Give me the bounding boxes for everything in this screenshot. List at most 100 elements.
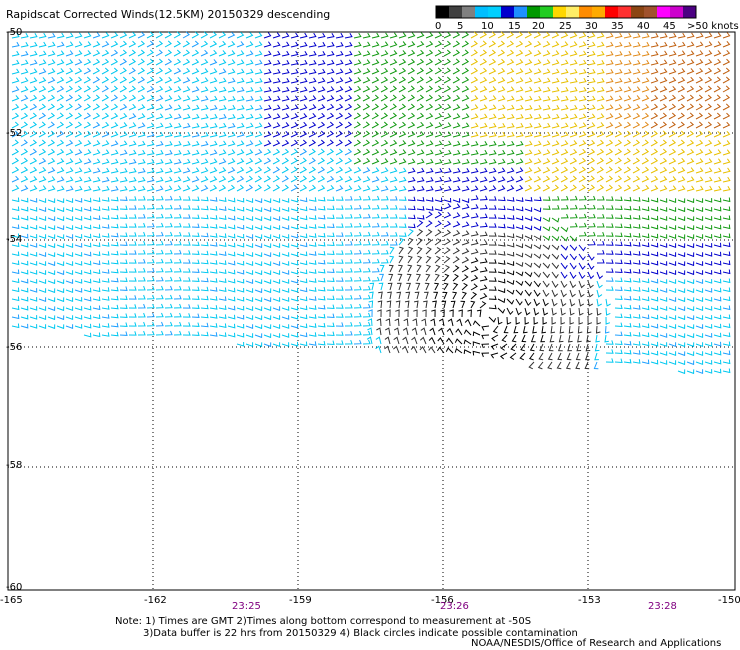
wind-barb bbox=[299, 287, 308, 293]
wind-barb bbox=[47, 41, 56, 48]
wind-barb bbox=[389, 112, 398, 120]
wind-barb bbox=[227, 323, 236, 329]
wind-barb bbox=[659, 198, 668, 203]
wind-barb bbox=[713, 176, 722, 183]
wind-barb bbox=[713, 251, 722, 257]
wind-barb bbox=[119, 313, 128, 318]
wind-barb bbox=[398, 205, 407, 210]
wind-barb bbox=[173, 113, 182, 120]
wind-barb bbox=[443, 158, 452, 165]
wind-barb bbox=[101, 233, 110, 238]
wind-barb bbox=[47, 306, 56, 312]
wind-barb bbox=[403, 318, 409, 327]
wind-barb bbox=[65, 148, 74, 156]
wind-barb bbox=[614, 175, 623, 183]
wind-barb bbox=[200, 331, 209, 337]
wind-barb bbox=[371, 50, 380, 57]
wind-barb bbox=[506, 242, 515, 248]
wind-barb bbox=[443, 40, 452, 48]
wind-barb bbox=[11, 148, 20, 156]
wind-barb bbox=[479, 131, 488, 138]
wind-barb bbox=[254, 198, 263, 204]
wind-barb bbox=[614, 184, 623, 192]
wind-barb bbox=[56, 139, 65, 147]
wind-barb bbox=[29, 50, 38, 57]
wind-barb bbox=[272, 50, 281, 57]
wind-barb bbox=[390, 214, 398, 219]
wind-barb bbox=[623, 196, 632, 202]
wind-barb bbox=[137, 276, 146, 282]
wind-barb bbox=[272, 95, 281, 102]
wind-barb bbox=[65, 112, 74, 120]
wind-barb bbox=[533, 131, 542, 138]
wind-barb bbox=[65, 158, 74, 165]
wind-barb bbox=[569, 307, 575, 316]
wind-barb bbox=[173, 321, 182, 327]
wind-barb bbox=[65, 324, 74, 330]
wind-barb bbox=[128, 140, 137, 147]
wind-barb bbox=[461, 185, 470, 192]
wind-barb bbox=[92, 215, 101, 221]
wind-barb bbox=[650, 341, 659, 347]
wind-barb bbox=[398, 140, 407, 147]
wind-barb bbox=[74, 252, 83, 257]
wind-barb bbox=[182, 205, 191, 210]
wind-barb bbox=[128, 103, 137, 111]
wind-barb bbox=[380, 249, 389, 255]
wind-barb bbox=[11, 157, 20, 165]
wind-barb bbox=[326, 304, 335, 310]
wind-barb bbox=[614, 322, 623, 328]
wind-barb bbox=[254, 50, 263, 57]
wind-barb bbox=[92, 103, 101, 111]
wind-barb bbox=[695, 32, 704, 39]
wind-barb bbox=[146, 94, 155, 102]
wind-barb bbox=[56, 207, 65, 213]
wind-barb bbox=[461, 167, 470, 174]
wind-barb bbox=[490, 343, 499, 350]
wind-barb bbox=[578, 104, 587, 111]
wind-barb bbox=[385, 318, 391, 327]
wind-barb bbox=[317, 86, 326, 93]
wind-barb bbox=[146, 240, 155, 246]
wind-barb bbox=[353, 121, 361, 129]
wind-barb bbox=[533, 122, 542, 129]
legend-swatch bbox=[644, 6, 658, 18]
wind-barb bbox=[695, 112, 704, 120]
wind-barb bbox=[110, 112, 119, 120]
wind-barb bbox=[398, 196, 407, 201]
wind-barb bbox=[254, 122, 263, 129]
wind-barb bbox=[290, 260, 299, 266]
wind-barb bbox=[272, 216, 281, 222]
wind-barb bbox=[389, 41, 398, 48]
wind-barb bbox=[290, 251, 299, 257]
wind-barb bbox=[539, 343, 545, 352]
wind-barb bbox=[65, 306, 74, 312]
wind-barb bbox=[587, 113, 596, 120]
wind-barb bbox=[596, 68, 605, 75]
wind-barb bbox=[586, 334, 591, 343]
wind-barb bbox=[713, 314, 722, 320]
wind-barb bbox=[11, 251, 20, 257]
wind-barb bbox=[236, 68, 245, 75]
wind-barb bbox=[587, 59, 596, 66]
wind-barb bbox=[119, 176, 128, 183]
wind-barb bbox=[587, 139, 596, 147]
wind-barb bbox=[20, 59, 29, 66]
wind-barb bbox=[326, 286, 335, 292]
wind-barb bbox=[353, 148, 362, 156]
wind-barb bbox=[227, 131, 236, 138]
wind-barb bbox=[335, 166, 344, 174]
wind-barb bbox=[434, 149, 443, 156]
wind-barb bbox=[497, 223, 506, 229]
wind-barb bbox=[290, 206, 299, 212]
wind-barb bbox=[110, 268, 119, 274]
wind-barb bbox=[641, 269, 650, 275]
wind-barb bbox=[353, 77, 362, 84]
wind-barb bbox=[551, 41, 560, 48]
wind-barb bbox=[632, 148, 640, 156]
wind-barb bbox=[587, 50, 596, 57]
wind-barb bbox=[146, 67, 155, 75]
wind-barb bbox=[470, 76, 479, 84]
wind-barb bbox=[29, 32, 38, 39]
wind-barb bbox=[434, 282, 440, 291]
